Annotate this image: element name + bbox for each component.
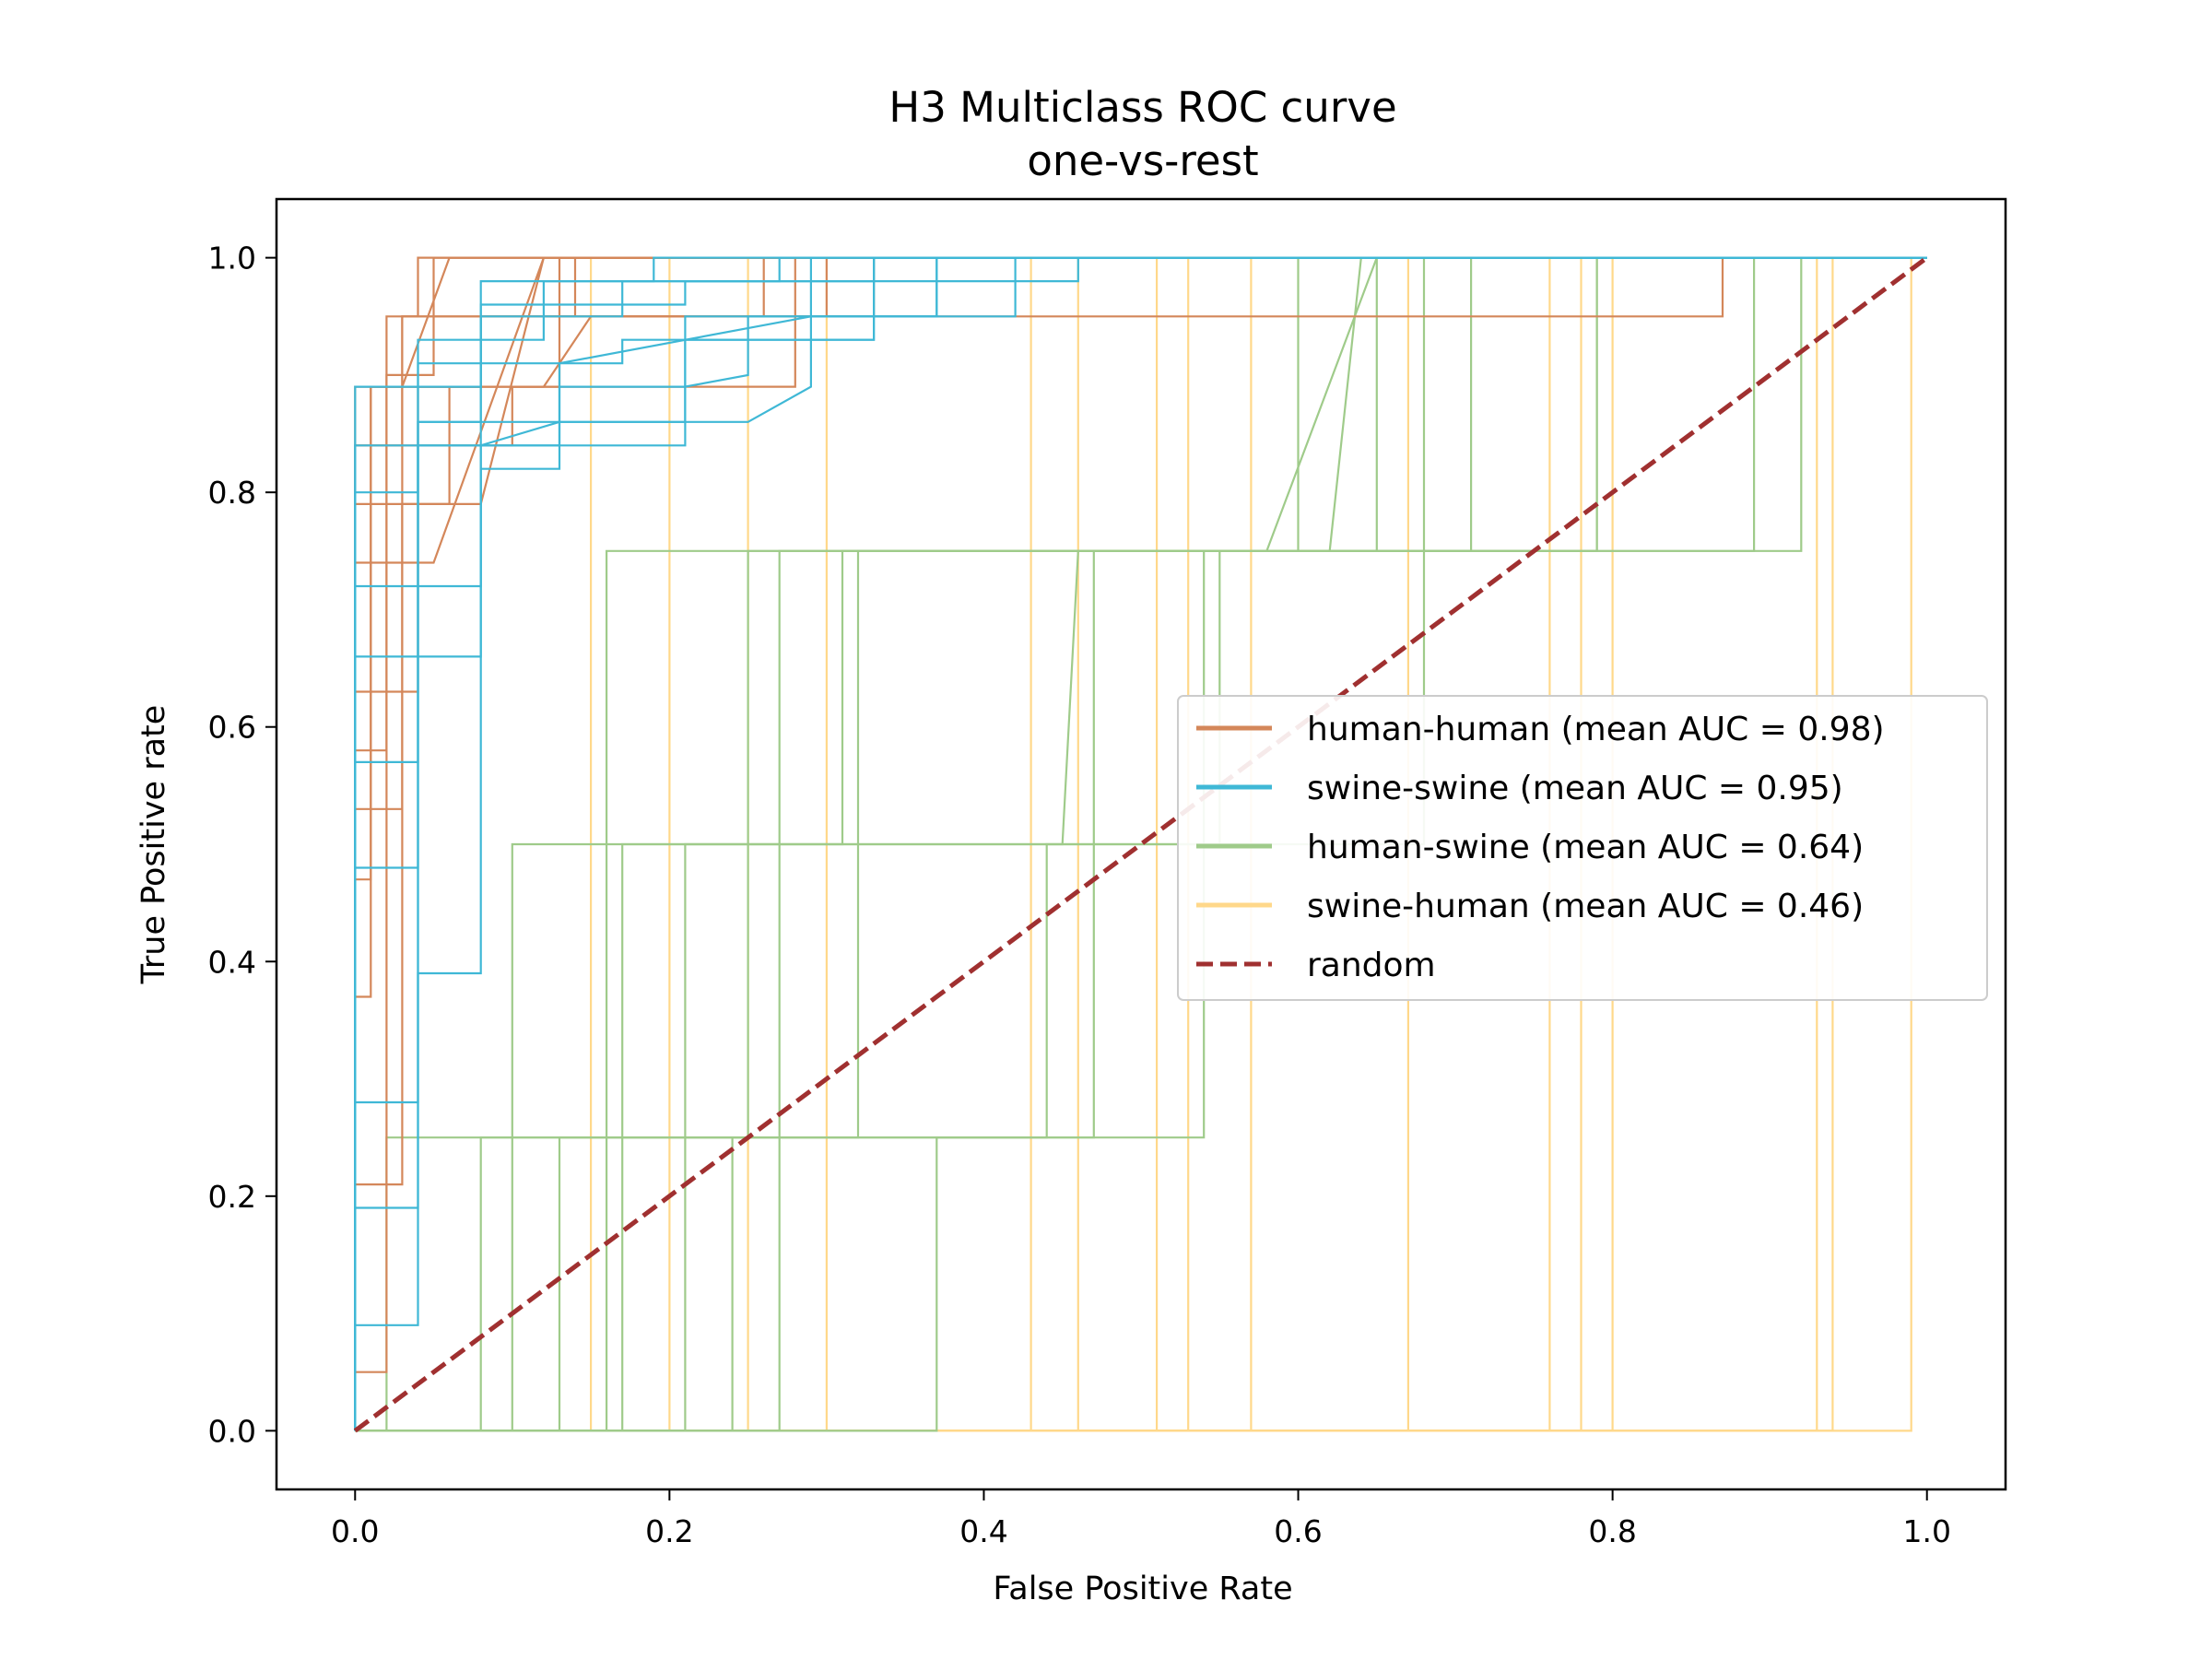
x-tick-label: 0.0 — [331, 1513, 379, 1549]
human-swine-roc-curve-7 — [355, 256, 1927, 1432]
y-axis: 0.0 0.2 0.4 0.6 0.8 1.0 — [208, 241, 276, 1449]
swine-swine-roc-curve-6 — [354, 256, 1927, 1431]
legend-label-swine-swine: swine-swine (mean AUC = 0.95) — [1307, 770, 1843, 807]
plot-frame — [275, 197, 2007, 1491]
y-tick-label: 1.0 — [208, 241, 256, 276]
y-tick-label: 0.2 — [208, 1179, 256, 1215]
swine-swine-roc-curve-9 — [354, 256, 1927, 1431]
human-swine-roc-curve-9 — [355, 256, 1927, 1432]
chart-subtitle: one-vs-rest — [1027, 136, 1258, 185]
random-reference — [353, 255, 1929, 1433]
x-tick-label: 1.0 — [1902, 1513, 1950, 1549]
legend-label-human-swine: human-swine (mean AUC = 0.64) — [1307, 829, 1864, 866]
chart-title: H3 Multiclass ROC curve — [888, 83, 1396, 132]
swine-swine-series — [354, 256, 1927, 1431]
human-swine-roc-curve-3 — [355, 256, 1927, 1432]
legend: human-human (mean AUC = 0.98) swine-swine… — [1177, 695, 1988, 1001]
x-axis: 0.0 0.2 0.4 0.6 0.8 1.0 — [331, 1489, 1951, 1549]
x-tick-label: 0.6 — [1274, 1513, 1322, 1549]
y-tick-label: 0.8 — [208, 475, 256, 511]
y-tick-label: 0.0 — [208, 1413, 256, 1449]
swine-swine-roc-curve-10 — [354, 256, 1927, 1431]
legend-label-human-human: human-human (mean AUC = 0.98) — [1307, 711, 1885, 748]
legend-label-swine-human: swine-human (mean AUC = 0.46) — [1307, 888, 1864, 925]
x-tick-label: 0.8 — [1588, 1513, 1636, 1549]
x-axis-label: False Positive Rate — [993, 1571, 1292, 1607]
swine-swine-roc-curve-8 — [354, 256, 1927, 1431]
y-tick-label: 0.6 — [208, 710, 256, 746]
x-tick-label: 0.2 — [645, 1513, 693, 1549]
legend-label-random: random — [1307, 947, 1436, 984]
random-line — [353, 255, 1929, 1433]
human-swine-roc-curve-6 — [355, 256, 1927, 1432]
y-tick-label: 0.4 — [208, 944, 256, 980]
x-tick-label: 0.4 — [959, 1513, 1007, 1549]
y-axis-label: True Positive rate — [135, 705, 172, 985]
legend-box — [1177, 695, 1988, 1001]
